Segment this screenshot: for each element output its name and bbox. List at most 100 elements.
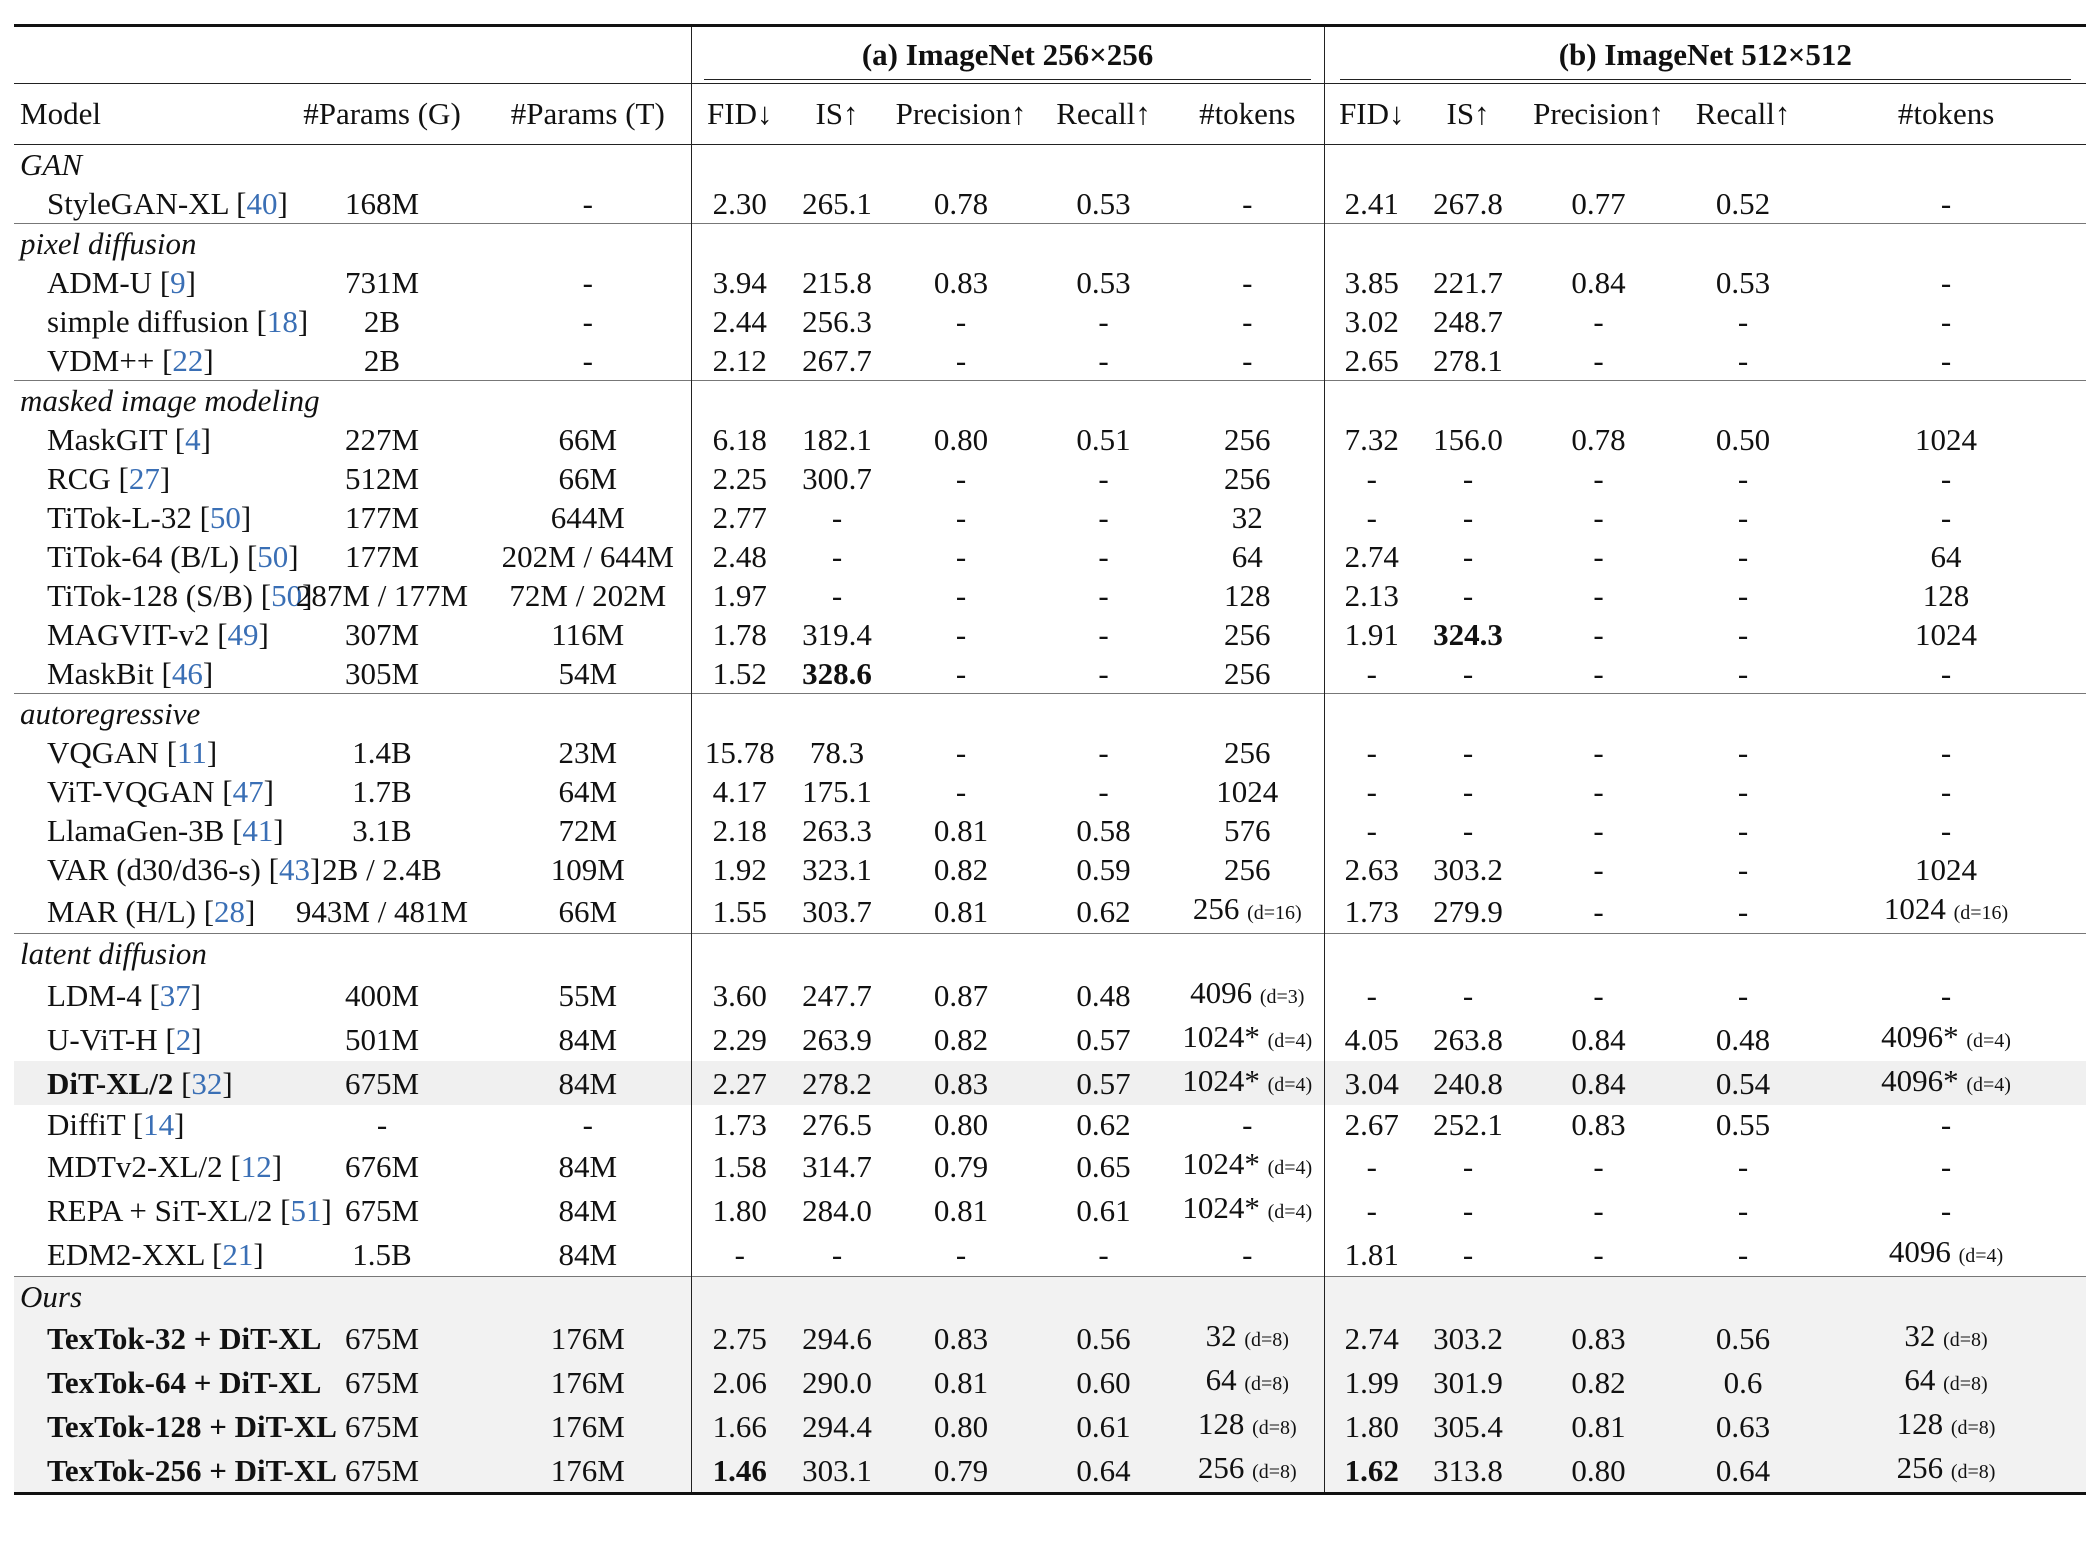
value: 1024: [1915, 852, 1978, 887]
params-t-cell: 202M / 644M: [501, 539, 674, 574]
recall-a-cell: 0.59: [1036, 850, 1171, 889]
value: -: [1737, 461, 1749, 496]
precision-b-cell: 0.77: [1517, 184, 1680, 224]
value: 1.91: [1344, 617, 1399, 652]
tokens-b-cell: 256 (d=8): [1806, 1448, 2087, 1495]
fid-a-cell: 1.52: [690, 654, 789, 694]
tokens-a-cell: 256: [1171, 733, 1324, 772]
value: -: [831, 539, 843, 574]
value: 0.48: [1715, 1021, 1771, 1057]
is-b-cell: 221.7: [1419, 263, 1517, 302]
recall-a-cell: 0.61: [1036, 1188, 1171, 1232]
tokens-a-cell: 128 (d=8): [1171, 1404, 1325, 1448]
value: -: [1940, 265, 1952, 300]
precision-a-cell: 0.81: [886, 811, 1036, 850]
precision-b-cell: -: [1517, 615, 1680, 654]
col-fid-b: FID↓: [1323, 83, 1420, 145]
value: -: [1940, 1148, 1952, 1184]
params-t-cell: 84M: [485, 1061, 692, 1105]
value: -: [1593, 1236, 1604, 1272]
value: 0.62: [1076, 1107, 1131, 1142]
precision-b-cell: -: [1517, 498, 1680, 537]
recall-b-cell: 0.48: [1680, 1017, 1806, 1061]
is-b-cell: 156.0: [1419, 420, 1517, 459]
recall-b-cell: -: [1680, 498, 1806, 537]
value: 256: [1896, 1450, 1944, 1485]
params-g-cell: 501M: [344, 1021, 420, 1057]
citation-link: 2: [175, 1021, 192, 1057]
value: 4096: [1190, 975, 1253, 1010]
depth-note: (d=8): [1943, 1329, 1988, 1351]
tokens-b-cell: 4096* (d=4): [1806, 1061, 2087, 1105]
precision-a-cell: 0.83: [886, 263, 1036, 302]
precision-b-cell: -: [1517, 576, 1680, 615]
value: 256: [1224, 852, 1271, 887]
fid-a-cell: 2.29: [690, 1017, 789, 1061]
table-row: TexTok-128 + DiT-XL 675M 176M 1.66 294.4 0.80…: [14, 1404, 2087, 1448]
value: -: [1098, 578, 1109, 613]
category-row: pixel diffusion: [14, 223, 2087, 263]
value: -: [1737, 1148, 1749, 1184]
value: 0.53: [1076, 186, 1131, 221]
recall-a-cell: 0.58: [1036, 811, 1171, 850]
value: -: [1366, 774, 1377, 809]
tokens-b-cell: 1024: [1806, 850, 2086, 889]
tokens-a-cell: 1024* (d=4): [1171, 1017, 1324, 1061]
table-row: MDTv2-XL/2 [12] 676M 84M 1.58 314.7 0.79 0.65 1…: [14, 1144, 2086, 1188]
tokens-a-cell: 256: [1171, 654, 1324, 694]
value: -: [1593, 977, 1604, 1013]
precision-a-cell: 0.79: [886, 1144, 1036, 1188]
is-b-cell: -: [1419, 498, 1517, 537]
is-b-cell: 263.8: [1419, 1017, 1517, 1061]
recall-b-cell: 0.56: [1680, 1316, 1807, 1360]
model-name: DiT-XL/2: [47, 1065, 174, 1101]
fid-a-cell: 2.44: [690, 302, 789, 341]
value: -: [1940, 1107, 1952, 1142]
value: 32: [1904, 1318, 1936, 1353]
value: -: [1462, 977, 1474, 1013]
value: -: [1593, 735, 1604, 770]
value: -: [1098, 304, 1109, 339]
value: -: [1098, 656, 1109, 691]
value: 1024*: [1182, 1190, 1260, 1225]
citation-link: 46: [171, 656, 203, 691]
value: 263.9: [802, 1021, 872, 1057]
fid-b-cell: -: [1323, 459, 1420, 498]
recall-b-cell: 0.55: [1680, 1105, 1806, 1144]
value: 0.65: [1076, 1148, 1131, 1184]
value: 1024*: [1182, 1063, 1260, 1098]
fid-b-cell: 4.05: [1323, 1017, 1420, 1061]
value: -: [1737, 656, 1749, 691]
is-b-cell: 301.9: [1419, 1360, 1518, 1404]
recall-b-cell: -: [1680, 850, 1806, 889]
fid-b-cell: -: [1323, 733, 1420, 772]
depth-note: (d=16): [1247, 902, 1302, 924]
value: 267.8: [1433, 186, 1503, 221]
precision-b-cell: -: [1517, 1232, 1680, 1277]
value: -: [1242, 1236, 1253, 1272]
value: 1.80: [712, 1192, 767, 1228]
fid-a-cell: 1.78: [690, 615, 789, 654]
fid-a-cell: -: [690, 1232, 789, 1277]
fid-a-cell: 6.18: [690, 420, 789, 459]
value: 1.99: [1344, 1364, 1399, 1400]
params-g-cell: 2B: [363, 343, 401, 378]
value: 290.0: [802, 1364, 872, 1400]
model-cell: MAR (H/L) [28]: [47, 893, 256, 929]
depth-note: (d=4): [1267, 1157, 1313, 1179]
value: -: [1462, 813, 1474, 848]
model-name: simple diffusion: [47, 304, 249, 339]
fid-b-cell: -: [1323, 973, 1420, 1017]
value: 1.66: [712, 1408, 767, 1444]
value: 263.8: [1433, 1021, 1503, 1057]
tokens-b-cell: 32 (d=8): [1806, 1316, 2087, 1360]
is-a-cell: 294.4: [788, 1404, 887, 1448]
category-label: Ours: [14, 1276, 692, 1316]
value: 3.60: [712, 977, 767, 1013]
params-g-cell: 676M: [344, 1148, 420, 1184]
model-cell: TiTok-L-32 [50]: [47, 500, 252, 535]
tokens-a-cell: 1024* (d=4): [1171, 1188, 1324, 1232]
category-row: latent diffusion: [14, 933, 2087, 973]
value: -: [1593, 774, 1604, 809]
tokens-b-cell: 128 (d=8): [1806, 1404, 2087, 1448]
